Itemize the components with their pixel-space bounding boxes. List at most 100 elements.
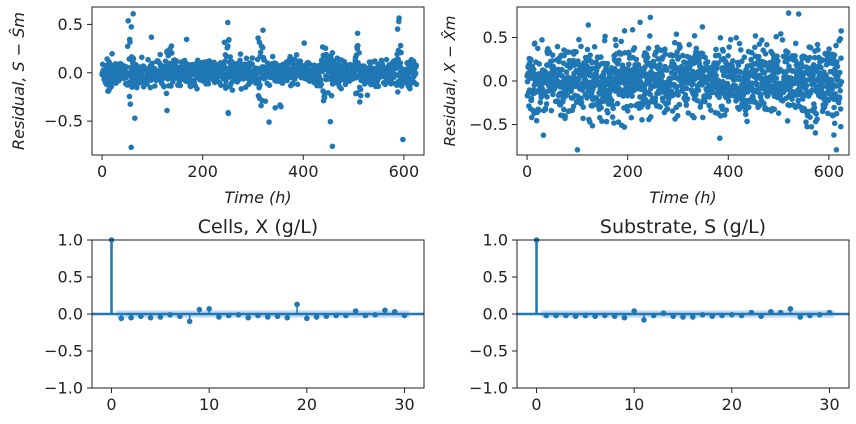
data-point (576, 36, 582, 43)
y-tick-label: −1.0 (44, 379, 83, 398)
data-point (642, 96, 649, 103)
data-point (815, 46, 821, 53)
data-point (601, 37, 608, 44)
data-point (676, 101, 683, 108)
data-point (792, 40, 799, 47)
acf-marker (343, 312, 349, 319)
data-point (756, 102, 763, 109)
data-point (222, 58, 228, 64)
y-tick-label: −0.5 (44, 112, 83, 131)
data-point (834, 63, 841, 70)
data-point (536, 61, 542, 67)
data-point (834, 59, 840, 65)
data-point (657, 61, 663, 68)
data-point (413, 62, 420, 68)
data-point (551, 85, 558, 92)
data-point (584, 63, 591, 70)
data-point (761, 100, 767, 107)
x-tick-label: 20 (722, 395, 742, 414)
data-point (746, 104, 752, 110)
data-point (837, 87, 843, 94)
acf-marker (611, 313, 618, 320)
data-point (562, 113, 568, 119)
data-point (528, 56, 534, 63)
acf-marker (333, 312, 339, 319)
data-point (123, 64, 130, 70)
data-point (221, 39, 228, 46)
data-point (837, 106, 844, 112)
data-point (294, 81, 301, 88)
data-point (773, 33, 779, 40)
acf-marker (543, 312, 550, 319)
data-point (700, 114, 706, 121)
data-point (631, 45, 638, 51)
data-point (144, 81, 150, 87)
data-point (702, 98, 708, 105)
data-point (614, 100, 621, 107)
data-point (833, 42, 839, 49)
x-tick-label: 0 (106, 395, 116, 414)
data-point (132, 115, 138, 121)
data-point (716, 52, 722, 59)
data-point (762, 51, 769, 57)
data-point (838, 123, 844, 130)
acf-marker (816, 311, 823, 318)
data-point (669, 108, 676, 114)
data-point (130, 55, 137, 62)
data-point (633, 56, 640, 63)
data-point (626, 51, 632, 57)
acf-marker (787, 306, 794, 312)
data-point (535, 45, 541, 52)
data-point (831, 104, 837, 111)
data-point (713, 72, 719, 79)
data-point (229, 79, 235, 86)
data-point (580, 115, 586, 122)
data-point (831, 120, 838, 127)
acf-marker (680, 314, 686, 320)
data-point (147, 84, 154, 91)
data-point (664, 106, 671, 112)
data-point (729, 62, 735, 69)
data-point (388, 81, 394, 87)
data-point (820, 83, 826, 90)
data-point (743, 111, 749, 118)
y-tick-label: 0.5 (58, 268, 83, 287)
data-point (754, 81, 760, 88)
data-point (591, 102, 597, 108)
y-tick-label: −0.5 (469, 115, 508, 134)
data-point (810, 73, 816, 79)
acf-marker (582, 312, 589, 319)
data-point (818, 64, 824, 71)
data-point (699, 24, 706, 30)
data-point (128, 144, 134, 151)
data-point (173, 58, 180, 64)
data-point (807, 114, 813, 120)
data-point (713, 65, 720, 72)
data-point (355, 60, 361, 66)
data-point (591, 44, 598, 50)
y-tick-label: −1.0 (469, 379, 508, 398)
data-point (329, 50, 336, 56)
x-tick-label: 400 (713, 162, 744, 181)
data-point (272, 105, 279, 111)
acf-marker (748, 309, 755, 316)
data-point (637, 19, 643, 26)
data-point (628, 102, 634, 109)
data-point (756, 53, 762, 60)
data-point (563, 69, 570, 75)
x-tick-label: 200 (187, 162, 218, 181)
y-tick-label: −0.5 (44, 342, 83, 361)
acf-marker (401, 312, 408, 319)
data-point (787, 83, 794, 90)
acf-marker (264, 314, 271, 320)
data-point (647, 33, 653, 39)
data-point (775, 58, 781, 64)
data-point (574, 147, 581, 153)
acf-marker (362, 312, 369, 319)
data-point (720, 48, 726, 54)
data-point (794, 74, 800, 81)
data-point (811, 104, 818, 111)
acf-marker (729, 311, 735, 318)
data-point (647, 14, 654, 21)
